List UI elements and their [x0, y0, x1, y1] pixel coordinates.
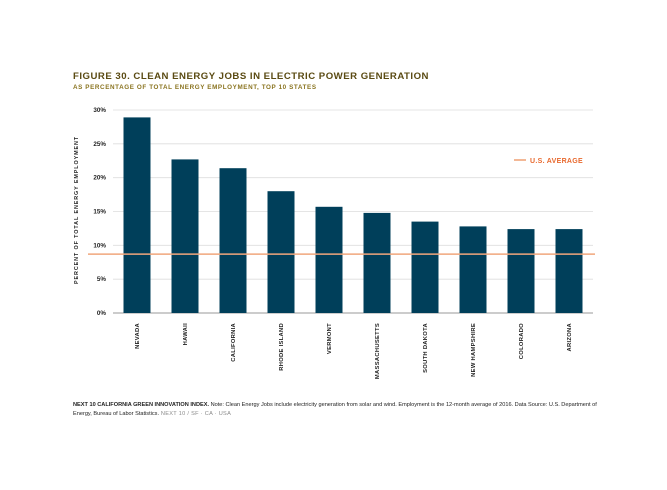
- bars: [123, 117, 583, 314]
- x-tick-label: VERMONT: [327, 323, 333, 354]
- y-axis-label: PERCENT OF TOTAL ENERGY EMPLOYMENT: [74, 136, 80, 284]
- y-tick-label: 0%: [97, 310, 107, 317]
- reference-line-group: U.S. AVERAGE: [88, 158, 595, 255]
- legend-label: U.S. AVERAGE: [530, 158, 583, 165]
- footnote: NEXT 10 CALIFORNIA GREEN INNOVATION INDE…: [73, 401, 603, 419]
- y-tick-labels: 0% 5% 10% 15% 20% 25% 30%: [93, 107, 106, 317]
- y-tick-label: 5%: [97, 276, 107, 283]
- bar-chart: 0% 5% 10% 15% 20% 25% 30% NEVADA HAWAII CALIFORN…: [74, 107, 595, 379]
- x-tick-label: CALIFORNIA: [231, 322, 237, 361]
- bar: [507, 229, 535, 313]
- footnote-source: NEXT 10 CALIFORNIA GREEN INNOVATION INDE…: [73, 402, 210, 408]
- bar: [219, 168, 247, 313]
- x-tick-label: COLORADO: [519, 323, 525, 359]
- y-tick-label: 15%: [93, 209, 106, 216]
- y-tick-label: 20%: [93, 175, 106, 182]
- footnote-note: Note: Clean Energy Jobs include electric…: [73, 402, 597, 417]
- x-tick-label: ARIZONA: [567, 322, 573, 351]
- x-tick-label: SOUTH DAKOTA: [423, 322, 429, 372]
- x-tick-label: MASSACHUSETTS: [375, 323, 381, 379]
- x-tick-label: NEW HAMPSHIRE: [471, 323, 477, 377]
- bar: [123, 117, 151, 314]
- y-tick-label: 25%: [93, 141, 106, 148]
- bar: [459, 226, 487, 313]
- chart-subtitle: AS PERCENTAGE OF TOTAL ENERGY EMPLOYMENT…: [73, 84, 317, 91]
- bar: [171, 159, 199, 313]
- bar: [363, 212, 391, 313]
- bar: [315, 206, 343, 313]
- footnote-tail: NEXT 10 / SF · CA · USA: [159, 411, 232, 417]
- y-tick-label: 10%: [93, 242, 106, 249]
- bar: [555, 229, 583, 313]
- y-tick-label: 30%: [93, 107, 106, 114]
- chart-title: FIGURE 30. CLEAN ENERGY JOBS IN ELECTRIC…: [73, 71, 429, 82]
- x-tick-labels: NEVADA HAWAII CALIFORNIA RHODE ISLAND VERMON…: [135, 322, 573, 379]
- bar: [411, 221, 439, 313]
- x-tick-label: NEVADA: [135, 322, 141, 348]
- x-tick-label: HAWAII: [183, 323, 189, 346]
- bar: [267, 191, 295, 313]
- x-tick-label: RHODE ISLAND: [279, 323, 285, 371]
